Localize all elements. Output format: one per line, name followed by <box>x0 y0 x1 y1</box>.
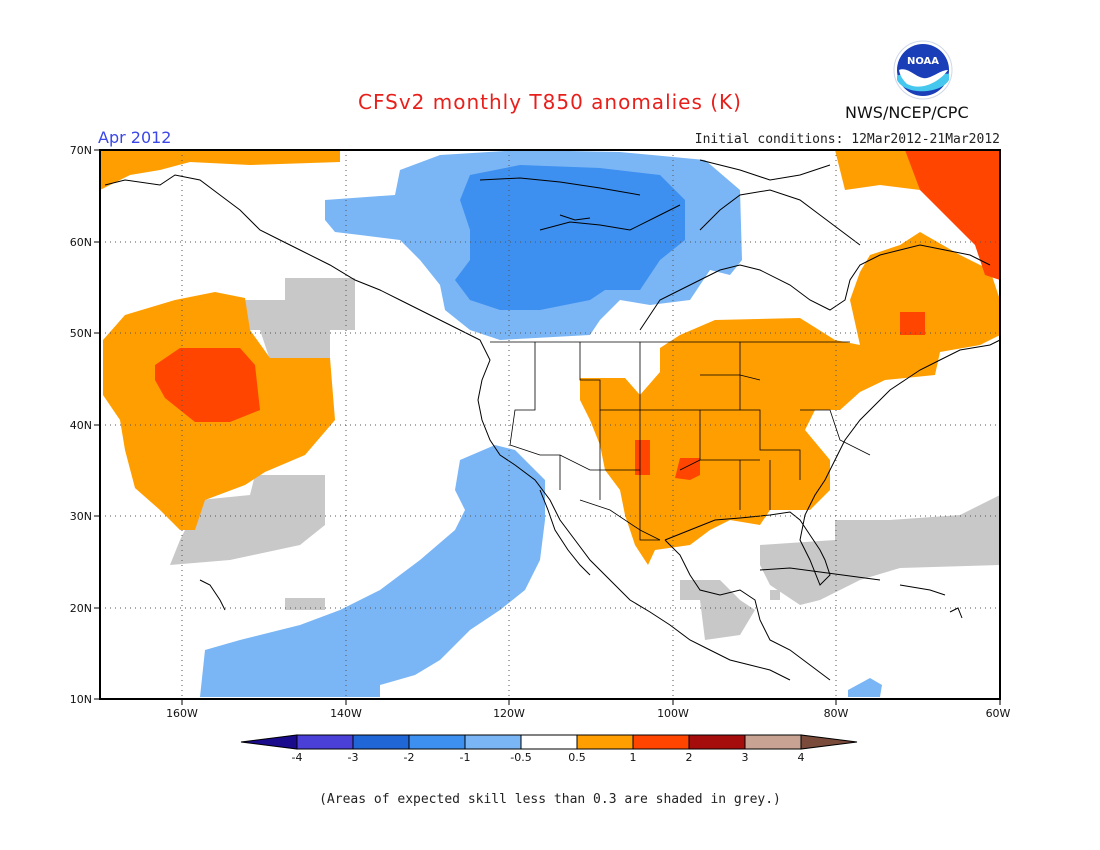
lat-label: 60N <box>70 236 92 249</box>
noaa-logo: NOAA <box>893 40 953 100</box>
lat-label: 70N <box>70 144 92 157</box>
warm-anomalies <box>100 150 1000 565</box>
colorbar-arrow-high <box>800 734 858 750</box>
agency-label: NWS/NCEP/CPC <box>845 103 969 122</box>
coastlines <box>104 159 1001 681</box>
grid-lines <box>100 150 1000 699</box>
colorbar-label: -1 <box>460 751 471 764</box>
chart-title: CFSv2 monthly T850 anomalies (K) <box>358 90 742 114</box>
lat-label: 10N <box>70 693 92 706</box>
colorbar-swatches <box>240 734 858 750</box>
colorbar-label: 1 <box>630 751 637 764</box>
initial-conditions: Initial conditions: 12Mar2012-21Mar2012 <box>694 132 1000 147</box>
colorbar-swatch <box>408 734 466 750</box>
lon-label: 160W <box>166 707 198 720</box>
colorbar-label: 0.5 <box>568 751 586 764</box>
logo-text: NOAA <box>907 56 939 67</box>
colorbar-label: -4 <box>292 751 303 764</box>
colorbar-swatch <box>632 734 690 750</box>
low-skill-grey-areas <box>170 278 1000 640</box>
forecast-month: Apr 2012 <box>98 128 172 147</box>
lat-label: 20N <box>70 602 92 615</box>
colorbar-arrow-low <box>240 734 298 750</box>
colorbar-swatch <box>744 734 802 750</box>
lon-label: 80W <box>824 707 849 720</box>
colorbar-label: -0.5 <box>510 751 531 764</box>
skill-note: (Areas of expected skill less than 0.3 a… <box>319 792 781 807</box>
colorbar-label: -2 <box>404 751 415 764</box>
lat-label: 40N <box>70 419 92 432</box>
colorbar-label: -3 <box>348 751 359 764</box>
axis-ticks <box>94 149 1001 705</box>
lon-label: 120W <box>493 707 525 720</box>
colorbar-swatch <box>352 734 410 750</box>
lat-label: 30N <box>70 510 92 523</box>
colorbar-label: 4 <box>798 751 805 764</box>
lon-label: 140W <box>330 707 362 720</box>
lat-label: 50N <box>70 327 92 340</box>
colorbar-swatch <box>296 734 354 750</box>
cool-anomalies <box>200 150 882 697</box>
lon-label: 60W <box>986 707 1011 720</box>
colorbar-swatch <box>464 734 522 750</box>
political-borders <box>490 341 871 541</box>
colorbar-swatch <box>688 734 746 750</box>
colorbar-label: 3 <box>742 751 749 764</box>
colorbar-swatch <box>520 734 578 750</box>
colorbar-label: 2 <box>686 751 693 764</box>
colorbar-swatch <box>576 734 634 750</box>
lon-label: 100W <box>657 707 689 720</box>
